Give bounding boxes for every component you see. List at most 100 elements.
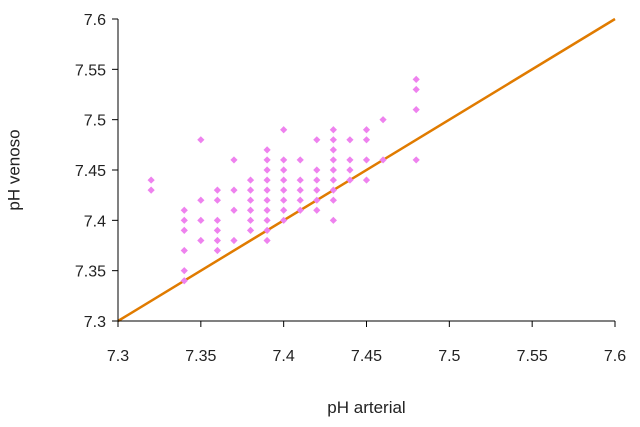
data-point bbox=[329, 186, 337, 194]
data-point bbox=[180, 206, 188, 214]
data-point bbox=[230, 206, 238, 214]
y-tick-label: 7.35 bbox=[75, 264, 106, 281]
y-axis-title: pH venoso bbox=[5, 129, 24, 210]
data-point bbox=[180, 277, 188, 285]
x-tick-label: 7.5 bbox=[438, 348, 460, 365]
y-tick-label: 7.55 bbox=[75, 62, 106, 79]
data-point bbox=[412, 156, 420, 164]
data-point bbox=[263, 166, 271, 174]
data-point bbox=[362, 176, 371, 184]
data-point bbox=[280, 156, 288, 164]
data-point bbox=[412, 75, 420, 83]
data-point bbox=[329, 166, 337, 174]
data-point bbox=[379, 116, 387, 124]
data-point bbox=[213, 196, 221, 204]
data-point bbox=[313, 176, 321, 184]
data-point bbox=[246, 206, 255, 214]
data-point bbox=[329, 176, 337, 184]
data-point bbox=[313, 186, 321, 194]
data-point bbox=[329, 146, 337, 154]
y-tick-label: 7.4 bbox=[84, 213, 106, 230]
x-axis-ticks: 7.3 7.35 7.4 7.45 7.5 7.55 7.6 bbox=[107, 321, 626, 365]
data-point bbox=[263, 176, 271, 184]
y-tick-label: 7.5 bbox=[84, 113, 106, 130]
data-point bbox=[329, 216, 337, 224]
data-point bbox=[213, 216, 221, 224]
data-point bbox=[246, 186, 255, 194]
data-point bbox=[362, 136, 371, 144]
data-point bbox=[263, 206, 271, 214]
data-point bbox=[362, 126, 371, 134]
x-tick-label: 7.4 bbox=[273, 348, 295, 365]
data-point bbox=[412, 85, 420, 94]
data-point bbox=[329, 136, 337, 144]
data-point bbox=[197, 236, 205, 245]
data-point bbox=[329, 196, 337, 204]
data-point bbox=[263, 156, 271, 164]
data-point bbox=[246, 176, 255, 184]
data-point bbox=[147, 176, 155, 184]
data-point bbox=[263, 186, 271, 194]
identity-line bbox=[117, 17, 616, 323]
x-axis-title: pH arterial bbox=[327, 398, 405, 417]
data-point bbox=[263, 236, 271, 245]
identity-line-layer bbox=[117, 17, 616, 323]
data-point bbox=[280, 206, 288, 214]
data-point bbox=[296, 176, 304, 184]
y-tick-label: 7.3 bbox=[84, 314, 106, 331]
data-point bbox=[296, 186, 304, 194]
data-point bbox=[296, 196, 304, 204]
data-point bbox=[346, 156, 354, 164]
x-tick-label: 7.6 bbox=[604, 348, 626, 365]
data-point bbox=[280, 216, 288, 224]
data-point bbox=[280, 166, 288, 174]
data-point bbox=[147, 186, 155, 194]
data-point bbox=[230, 156, 238, 164]
x-tick-label: 7.45 bbox=[351, 348, 382, 365]
data-point bbox=[213, 186, 221, 194]
data-point bbox=[313, 166, 321, 174]
data-point bbox=[230, 236, 238, 245]
y-axis-ticks: 7.3 7.35 7.4 7.45 7.5 7.55 7.6 bbox=[75, 12, 118, 331]
data-point bbox=[313, 206, 321, 214]
data-point bbox=[296, 156, 304, 164]
data-point bbox=[263, 226, 271, 234]
data-point bbox=[197, 196, 205, 204]
data-point bbox=[313, 196, 321, 204]
data-point bbox=[346, 136, 354, 144]
data-point bbox=[230, 186, 238, 194]
data-point bbox=[197, 136, 205, 144]
data-point bbox=[263, 216, 271, 224]
data-point bbox=[280, 186, 288, 194]
data-point bbox=[180, 267, 188, 275]
data-point bbox=[263, 196, 271, 204]
data-point bbox=[180, 246, 188, 255]
data-points-layer bbox=[147, 75, 420, 285]
y-tick-label: 7.6 bbox=[84, 12, 106, 29]
data-point bbox=[213, 236, 221, 245]
data-point bbox=[180, 226, 188, 234]
data-point bbox=[329, 126, 337, 134]
x-tick-label: 7.55 bbox=[517, 348, 548, 365]
x-tick-label: 7.35 bbox=[185, 348, 216, 365]
data-point bbox=[346, 166, 354, 174]
data-point bbox=[346, 176, 354, 184]
data-point bbox=[362, 156, 371, 164]
data-point bbox=[197, 216, 205, 224]
data-point bbox=[280, 126, 288, 134]
data-point bbox=[296, 206, 304, 214]
data-point bbox=[379, 156, 387, 164]
data-point bbox=[313, 136, 321, 144]
data-point bbox=[246, 196, 255, 204]
y-tick-label: 7.45 bbox=[75, 163, 106, 180]
data-point bbox=[412, 106, 420, 114]
data-point bbox=[213, 226, 221, 234]
data-point bbox=[263, 146, 271, 154]
data-point bbox=[246, 226, 255, 234]
data-point bbox=[246, 216, 255, 224]
x-tick-label: 7.3 bbox=[107, 348, 129, 365]
data-point bbox=[280, 196, 288, 204]
data-point bbox=[280, 176, 288, 184]
data-point bbox=[329, 156, 337, 164]
data-point bbox=[180, 216, 188, 224]
